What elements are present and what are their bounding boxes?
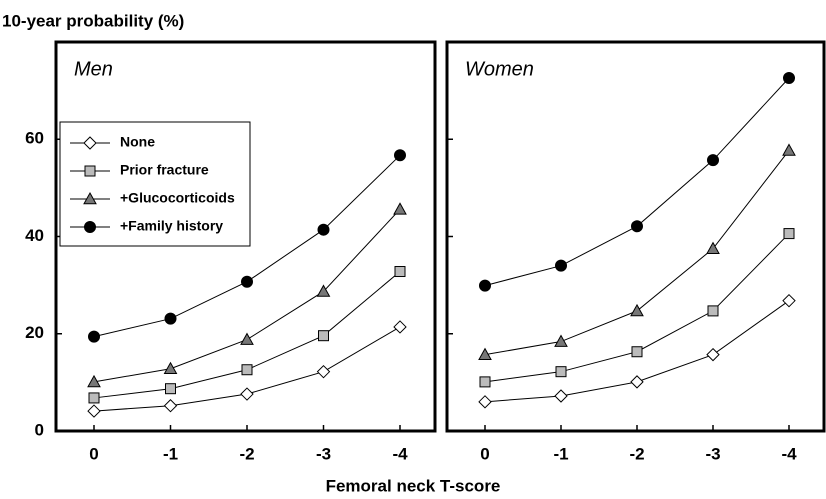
marker — [478, 347, 492, 360]
x-tick-label: -2 — [629, 444, 644, 463]
marker — [165, 383, 176, 395]
marker — [316, 284, 331, 297]
legend-label: +Glucocorticoids — [120, 190, 235, 206]
legend-label: +Family history — [120, 218, 223, 234]
marker — [240, 332, 254, 345]
marker — [83, 136, 97, 150]
legend-label: Prior fracture — [120, 162, 209, 178]
x-tick-label: -3 — [316, 444, 331, 463]
legend-label: None — [120, 134, 155, 150]
panel-title: Men — [74, 58, 113, 80]
y-tick-label: 20 — [25, 323, 44, 342]
marker — [554, 389, 568, 403]
x-axis-label: Femoral neck T-score — [326, 476, 501, 495]
plot-frame — [445, 40, 826, 433]
marker — [84, 221, 96, 233]
marker — [317, 223, 330, 236]
x-tick-label: -1 — [163, 444, 178, 463]
x-tick-label: 0 — [480, 444, 489, 463]
x-tick-label: -4 — [392, 444, 408, 463]
marker — [555, 259, 567, 272]
marker — [241, 275, 253, 288]
marker — [782, 293, 796, 308]
x-tick-label: -2 — [239, 444, 254, 463]
marker — [163, 399, 178, 413]
marker — [478, 395, 492, 409]
marker — [393, 320, 407, 334]
marker — [164, 312, 177, 325]
marker — [394, 149, 406, 162]
marker — [630, 303, 644, 317]
y-axis-label: 10-year probability (%) — [2, 11, 184, 30]
marker — [316, 364, 331, 379]
marker — [394, 266, 406, 278]
marker — [706, 347, 720, 362]
x-tick-label: -3 — [705, 444, 720, 463]
marker — [240, 387, 254, 401]
marker — [630, 375, 644, 389]
series-line — [484, 77, 790, 287]
marker — [88, 392, 100, 404]
series-line — [484, 150, 790, 356]
marker — [554, 334, 568, 347]
y-tick-label: 0 — [35, 420, 44, 439]
marker — [555, 366, 567, 378]
marker — [83, 191, 97, 205]
marker — [241, 364, 253, 376]
marker — [84, 165, 96, 177]
marker — [393, 202, 407, 215]
x-tick-label: 0 — [89, 444, 98, 463]
marker — [707, 305, 719, 317]
y-tick-label: 60 — [25, 129, 44, 148]
marker — [88, 330, 100, 343]
marker — [783, 71, 795, 84]
y-tick-label: 40 — [25, 226, 44, 245]
marker — [87, 404, 101, 418]
marker — [707, 154, 719, 167]
x-tick-label: -1 — [553, 444, 568, 463]
marker — [706, 241, 720, 254]
marker — [782, 143, 796, 156]
marker — [631, 220, 643, 233]
marker — [631, 346, 643, 358]
marker — [318, 330, 329, 342]
marker — [479, 279, 491, 292]
marker — [163, 361, 178, 375]
x-tick-label: -4 — [781, 444, 797, 463]
marker — [87, 374, 101, 388]
panel-title: Women — [465, 58, 534, 80]
marker — [479, 376, 491, 388]
marker — [783, 228, 795, 240]
